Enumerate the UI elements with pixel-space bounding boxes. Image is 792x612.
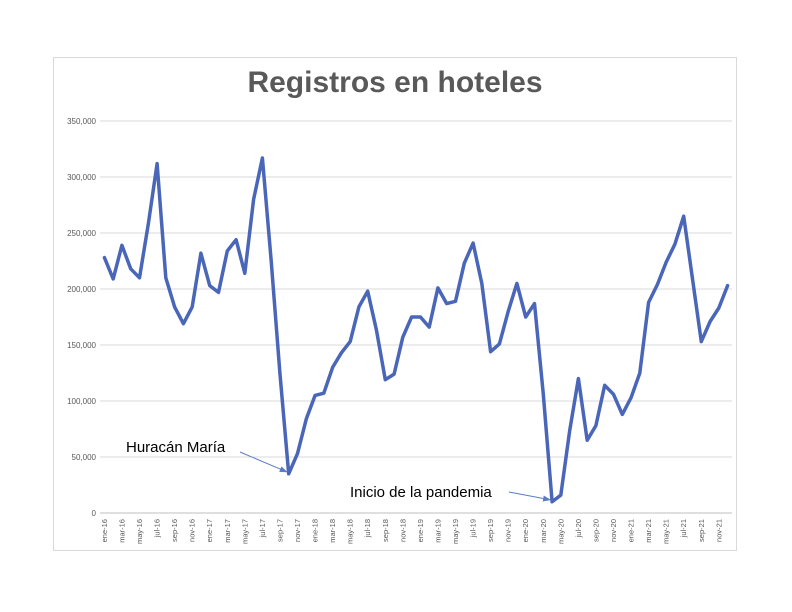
x-tick-label: sep-16	[170, 519, 179, 542]
x-tick-label: jul-16	[153, 519, 162, 538]
x-tick-label: nov-18	[398, 519, 407, 542]
x-tick-label: mar-16	[117, 519, 126, 543]
x-tick-label: nov-19	[504, 519, 513, 542]
series-line	[102, 156, 730, 504]
y-tick-label: 100,000	[67, 397, 96, 406]
y-tick-label: 350,000	[67, 117, 96, 126]
x-tick-label: jul-18	[363, 519, 372, 538]
x-tick-label: jul-21	[679, 519, 688, 538]
x-tick-label: sep-21	[697, 519, 706, 542]
annotation-label: Huracán María	[126, 439, 226, 456]
x-tick-label: may-16	[135, 519, 144, 544]
x-tick-label: sep-20	[591, 519, 600, 542]
x-tick-label: ene-17	[205, 519, 214, 542]
x-tick-label: mar-18	[328, 519, 337, 543]
x-tick-label: may-18	[346, 519, 355, 544]
x-tick-label: nov-20	[609, 519, 618, 542]
y-tick-label: 0	[92, 509, 97, 518]
annotation-label: Inicio de la pandemia	[350, 484, 492, 501]
x-tick-label: mar-19	[433, 519, 442, 543]
y-tick-label: 150,000	[67, 341, 96, 350]
x-tick-label: may-21	[662, 519, 671, 544]
x-tick-label: nov-16	[188, 519, 197, 542]
x-tick-label: ene-19	[416, 519, 425, 542]
chart-frame	[53, 57, 737, 551]
annotation-arrow	[239, 451, 288, 473]
x-tick-label: may-19	[451, 519, 460, 544]
y-tick-label: 300,000	[67, 173, 96, 182]
x-tick-label: mar-20	[539, 519, 548, 543]
x-tick-label: may-17	[240, 519, 249, 544]
x-tick-label: jul-17	[258, 519, 267, 538]
x-tick-label: jul-20	[574, 519, 583, 538]
x-tick-label: mar-21	[644, 519, 653, 543]
x-tick-label: ene-16	[100, 519, 109, 542]
x-tick-label: nov-17	[293, 519, 302, 542]
x-tick-label: mar-17	[223, 519, 232, 543]
x-tick-label: sep-17	[275, 519, 284, 542]
x-tick-label: may-20	[556, 519, 565, 544]
y-tick-label: 250,000	[67, 229, 96, 238]
x-tick-label: nov-21	[714, 519, 723, 542]
annotation-arrow	[508, 491, 552, 502]
y-tick-label: 200,000	[67, 285, 96, 294]
chart-title: Registros en hoteles	[247, 66, 543, 99]
x-tick-label: ene-20	[521, 519, 530, 542]
x-tick-label: jul-19	[469, 519, 478, 538]
x-tick-label: sep-19	[486, 519, 495, 542]
x-tick-label: ene-18	[311, 519, 320, 542]
x-tick-label: ene-21	[627, 519, 636, 542]
x-tick-label: sep-18	[381, 519, 390, 542]
y-tick-label: 50,000	[72, 453, 97, 462]
